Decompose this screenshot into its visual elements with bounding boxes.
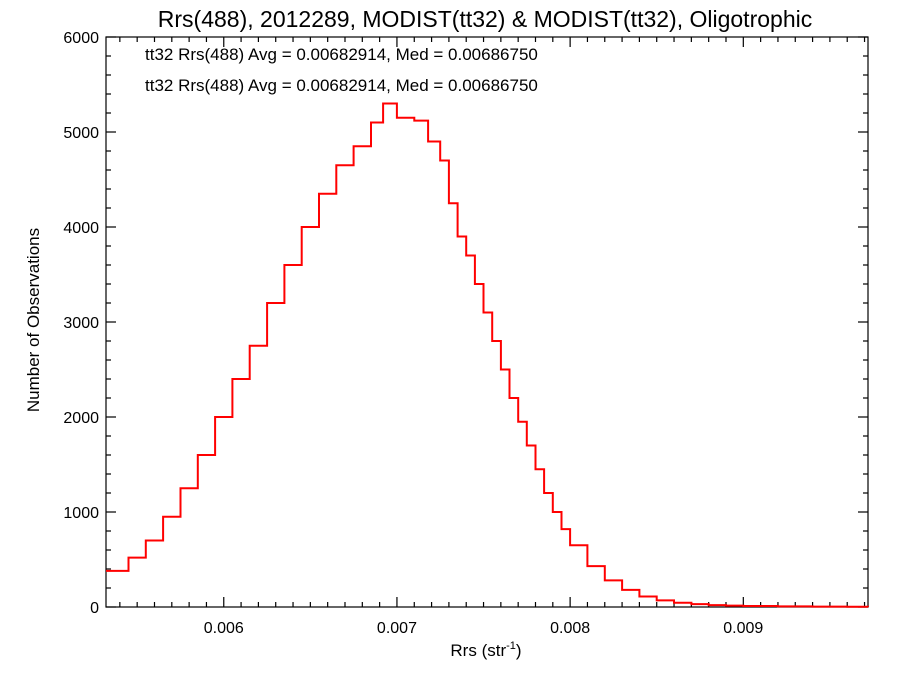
y-axis-label: Number of Observations [24, 228, 43, 412]
x-axis-ticks: 0.006 0.007 0.008 0.009 [119, 37, 866, 637]
x-axis-label-close: ) [516, 641, 522, 660]
y-tick-label: 5000 [63, 125, 99, 142]
x-axis-label-superscript: -1 [506, 640, 516, 652]
x-tick-label: 0.008 [550, 620, 590, 637]
y-tick-label: 3000 [63, 315, 99, 332]
chart-title: Rrs(488), 2012289, MODIST(tt32) & MODIST… [158, 6, 812, 32]
y-tick-label: 0 [90, 600, 99, 617]
x-tick-label: 0.006 [204, 620, 244, 637]
y-tick-label: 1000 [63, 505, 99, 522]
y-tick-label: 6000 [63, 30, 99, 47]
y-axis-ticks: 0 1000 2000 3000 4000 5000 6000 [63, 30, 868, 617]
x-tick-label: 0.009 [723, 620, 763, 637]
plot-border [105, 36, 869, 608]
plot-frame [105, 36, 869, 608]
histogram-series-line [106, 102, 869, 608]
annotation-black: tt32 Rrs(488) Avg = 0.00682914, Med = 0.… [145, 45, 538, 64]
x-axis-label: Rrs (str-1) [450, 640, 521, 660]
y-tick-label: 2000 [63, 410, 99, 427]
x-tick-label: 0.007 [377, 620, 417, 637]
y-tick-label: 4000 [63, 220, 99, 237]
annotation-red: tt32 Rrs(488) Avg = 0.00682914, Med = 0.… [145, 76, 538, 95]
x-axis-label-main: Rrs (str [450, 641, 506, 660]
